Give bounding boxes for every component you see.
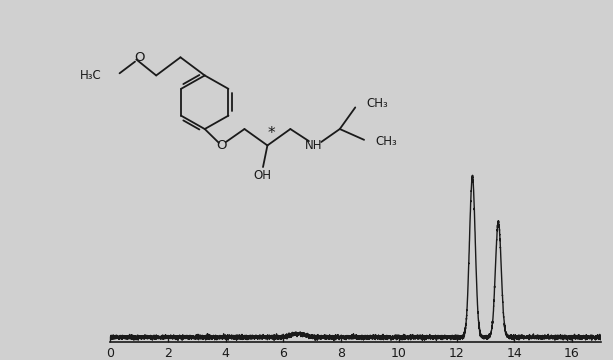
Text: O: O [134, 51, 145, 64]
Text: H₃C: H₃C [80, 69, 102, 82]
Text: O: O [216, 139, 227, 152]
Text: OH: OH [253, 169, 271, 182]
Text: *: * [267, 126, 275, 141]
Text: NH: NH [305, 139, 322, 152]
Text: CH₃: CH₃ [367, 96, 388, 109]
Text: CH₃: CH₃ [375, 135, 397, 148]
